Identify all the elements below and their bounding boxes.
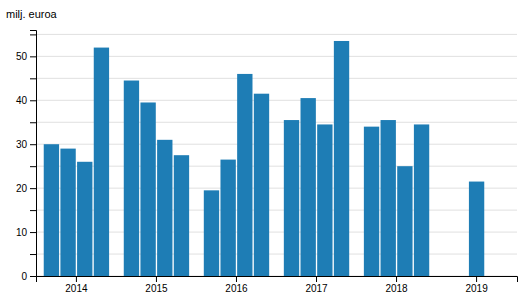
bar	[414, 124, 429, 276]
y-tick-mark	[30, 254, 36, 255]
x-tick-label: 2017	[305, 283, 328, 294]
y-tick-mark	[30, 232, 36, 233]
y-tick-mark	[30, 188, 36, 189]
grid	[36, 34, 517, 276]
y-tick: 10	[16, 227, 36, 238]
x-tick: 2018	[385, 276, 408, 294]
grid-line	[36, 34, 517, 35]
bar	[157, 140, 172, 276]
x-tick-label: 2018	[385, 283, 408, 294]
bar	[44, 144, 59, 276]
y-tick-label: 20	[16, 183, 28, 194]
y-tick	[30, 254, 36, 255]
bar	[77, 162, 92, 276]
bar	[334, 41, 349, 276]
bar	[220, 160, 235, 276]
y-tick-mark	[30, 100, 36, 101]
y-tick-mark	[30, 166, 36, 167]
y-tick: 40	[16, 95, 36, 106]
y-tick-mark	[30, 144, 36, 145]
plot: 0 10 20 30 40 50 2014 2015 2016 2017 2018 2019	[16, 31, 518, 295]
bars	[44, 41, 485, 276]
y-tick-mark	[30, 122, 36, 123]
x-tick: 2017	[305, 276, 328, 294]
bar	[174, 155, 189, 276]
bar	[284, 120, 299, 276]
y-tick-label: 50	[16, 51, 28, 62]
bar	[254, 94, 269, 276]
x-tick-mark	[236, 276, 237, 282]
bar	[469, 182, 484, 276]
x-tick: 2015	[145, 276, 168, 294]
x-axis-line	[37, 277, 518, 283]
y-tick: 20	[16, 183, 36, 194]
y-axis-line	[30, 31, 37, 277]
y-tick	[30, 210, 36, 211]
bar	[124, 81, 139, 276]
x-tick-label: 2014	[65, 283, 88, 294]
y-tick-mark	[30, 276, 36, 277]
y-tick: 0	[21, 271, 36, 282]
y-tick-mark	[30, 78, 36, 79]
bar	[94, 48, 109, 276]
bar	[381, 120, 396, 276]
y-tick-label: 40	[16, 95, 28, 106]
x-tick-label: 2016	[225, 283, 248, 294]
y-tick-mark	[30, 56, 36, 57]
x-tick-label: 2019	[465, 283, 488, 294]
chart: 0 10 20 30 40 50 2014 2015 2016 2017 2018 2019 milj.…	[0, 0, 529, 302]
bar	[317, 124, 332, 276]
bar	[204, 190, 219, 276]
x-tick-mark	[76, 276, 77, 282]
bar	[140, 102, 155, 276]
bar	[60, 149, 75, 276]
x-tick: 2014	[65, 276, 88, 294]
y-axis: 0 10 20 30 40 50	[16, 31, 37, 282]
y-tick	[30, 166, 36, 167]
bar	[301, 98, 316, 276]
x-tick-label: 2015	[145, 283, 168, 294]
x-tick-mark	[156, 276, 157, 282]
y-tick-label: 0	[21, 271, 27, 282]
y-tick	[30, 34, 36, 35]
y-axis-title: milj. euroa	[6, 8, 58, 20]
x-tick: 2016	[225, 276, 248, 294]
bar	[364, 127, 379, 276]
y-tick	[30, 122, 36, 123]
y-tick-mark	[30, 34, 36, 35]
x-axis: 2014 2015 2016 2017 2018 2019	[37, 276, 518, 294]
y-tick-label: 10	[16, 227, 28, 238]
x-tick-mark	[396, 276, 397, 282]
bar	[397, 166, 412, 276]
y-tick: 30	[16, 139, 36, 150]
x-tick-mark	[316, 276, 317, 282]
y-tick-label: 30	[16, 139, 28, 150]
bar	[237, 74, 252, 276]
y-tick: 50	[16, 51, 36, 62]
x-tick: 2019	[465, 276, 488, 294]
x-tick-mark	[476, 276, 477, 282]
y-tick	[30, 78, 36, 79]
y-tick-mark	[30, 210, 36, 211]
